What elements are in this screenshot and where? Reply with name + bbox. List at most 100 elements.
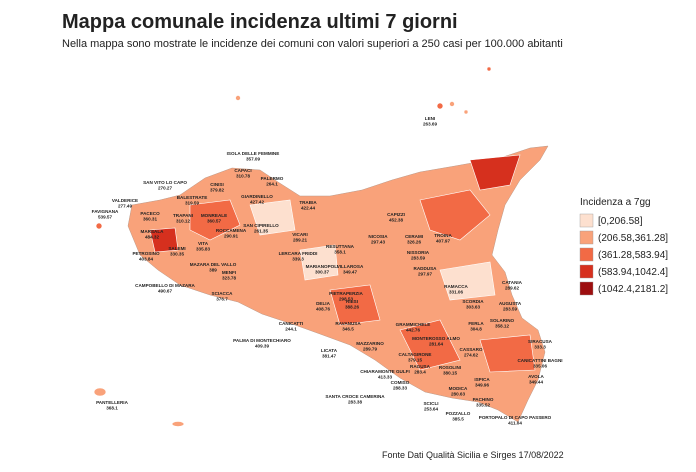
municipality-name: CASSARO	[460, 347, 483, 352]
municipality-value: 283.38	[348, 400, 362, 405]
municipality-value: 297.43	[371, 240, 385, 245]
municipality-name: RIESI	[346, 299, 358, 304]
legend-swatch	[579, 247, 594, 262]
municipality-name: SAN CIPIRELLO	[243, 223, 279, 228]
municipality-value: 304.8	[470, 327, 482, 332]
municipality-name: PACHINO	[473, 397, 494, 402]
legend-label: [0,206.58]	[598, 216, 643, 227]
legend: [0,206.58] (206.58,361.28] (361.28,583.94]…	[579, 213, 668, 296]
municipality-value: 298.53	[339, 297, 353, 302]
district	[249, 199, 296, 236]
municipality-value: 253.64	[424, 407, 438, 412]
municipality-value: 283.59	[411, 256, 425, 261]
municipality-name: VALDERICE	[112, 198, 138, 203]
municipality-value: 408.76	[316, 307, 330, 312]
municipality-name: CAPIZZI	[387, 212, 405, 217]
municipality-value: 407.97	[436, 239, 450, 244]
municipality-value: 319.59	[185, 201, 199, 206]
legend-swatch	[579, 213, 594, 228]
municipality-name: RAMACCA	[444, 284, 468, 289]
municipality-name: GRAMMICHELE	[396, 322, 431, 327]
municipality-name: RESUTTANA	[326, 244, 355, 249]
district	[149, 227, 179, 253]
municipality-value: 409.39	[255, 344, 269, 349]
municipality-value: 244.1	[285, 327, 297, 332]
municipality-name: SAN VITO LO CAPO	[143, 180, 187, 185]
legend-swatch	[579, 281, 594, 296]
municipality-name: MARIANOPOLI	[306, 264, 339, 269]
municipality-value: 349.96	[475, 383, 489, 388]
municipality-name: COMISO	[391, 380, 410, 385]
municipality-value: 379.15	[408, 358, 422, 363]
municipality-name: TRABIA	[299, 200, 317, 205]
municipality-name: ISOLA DELLE FEMMINE	[227, 151, 280, 156]
municipality-name: MONTEROSSO ALMO	[412, 336, 460, 341]
municipality-name: MARSALA	[141, 229, 165, 234]
district	[469, 154, 521, 191]
municipality-name: SCICLI	[423, 401, 438, 406]
municipality-name: GIARDINELLO	[241, 194, 273, 199]
legend-title: Incidenza a 7gg	[580, 197, 651, 208]
municipality-name: SOLARINO	[490, 318, 515, 323]
municipality-value: 403.84	[139, 257, 153, 262]
municipality-value: 290.91	[224, 234, 238, 239]
municipality-value: 339.3	[292, 257, 304, 262]
municipality-value: 413.33	[378, 375, 392, 380]
municipality-value: 283.59	[503, 307, 517, 312]
municipality-value: 331.06	[449, 290, 463, 295]
legend-label: (1042.4,2181.2]	[598, 284, 668, 295]
municipality-name: PORTOPALO DI CAPO PASSERO	[479, 415, 552, 420]
island	[486, 66, 492, 72]
district	[399, 319, 461, 371]
district	[419, 189, 491, 241]
municipality-value: 380.15	[443, 371, 457, 376]
municipality-name: LENI	[425, 116, 435, 121]
municipality-value: 288.33	[393, 386, 407, 391]
municipality-name: SCIACCA	[212, 291, 234, 296]
municipality-name: CANICATTINI BAGNI	[517, 358, 562, 363]
municipality-value: 358.12	[495, 324, 509, 329]
municipality-value: 297.97	[418, 272, 432, 277]
municipality-value: 388.26	[345, 305, 359, 310]
legend-label: (583.94,1042.4]	[598, 267, 668, 278]
district	[189, 199, 241, 241]
municipality-name: MONREALE	[201, 213, 227, 218]
municipality-value: 274.62	[464, 353, 478, 358]
municipality-name: CALTAGIRONE	[398, 352, 431, 357]
island	[95, 222, 103, 230]
municipality-value: 300.37	[315, 270, 329, 275]
municipality-name: FERLA	[468, 321, 484, 326]
municipality-value: 263.69	[423, 122, 437, 127]
map	[93, 66, 549, 427]
municipality-value: 357.09	[246, 157, 260, 162]
municipality-value: 303.63	[466, 305, 480, 310]
municipality-name: VILLAROSA	[337, 264, 364, 269]
municipality-value: 333.3	[534, 345, 546, 350]
municipality-name: LERCARA FRIDDI	[279, 251, 318, 256]
municipality-value: 484.32	[145, 235, 159, 240]
municipality-name: PALERMO	[261, 176, 284, 181]
municipality-value: 289.21	[293, 238, 307, 243]
municipality-name: CANICATTI	[279, 321, 303, 326]
municipality-name: CAPACI	[234, 168, 251, 173]
municipality-value: 323.78	[222, 276, 236, 281]
municipality-name: ROCCAMENA	[216, 228, 247, 233]
municipality-name: RAVANUSA	[335, 321, 361, 326]
island	[171, 421, 185, 427]
municipality-name: FAVIGNANA	[92, 209, 119, 214]
municipality-name: ISPICA	[474, 377, 490, 382]
municipality-value: 310.78	[236, 174, 250, 179]
legend-swatch	[579, 230, 594, 245]
municipality-name: AVOLA	[528, 374, 544, 379]
municipality-value: 289.62	[505, 286, 519, 291]
municipality-name: VITA	[198, 241, 209, 246]
municipality-value: 411.04	[508, 421, 522, 426]
title: Mappa comunale incidenza ultimi 7 giorni	[62, 11, 458, 33]
district	[439, 261, 496, 301]
municipality-name: RAGUSA	[410, 364, 431, 369]
municipality-name: CINISI	[210, 182, 224, 187]
municipality-value: 452.38	[389, 218, 403, 223]
municipality-name: LICATA	[321, 348, 338, 353]
